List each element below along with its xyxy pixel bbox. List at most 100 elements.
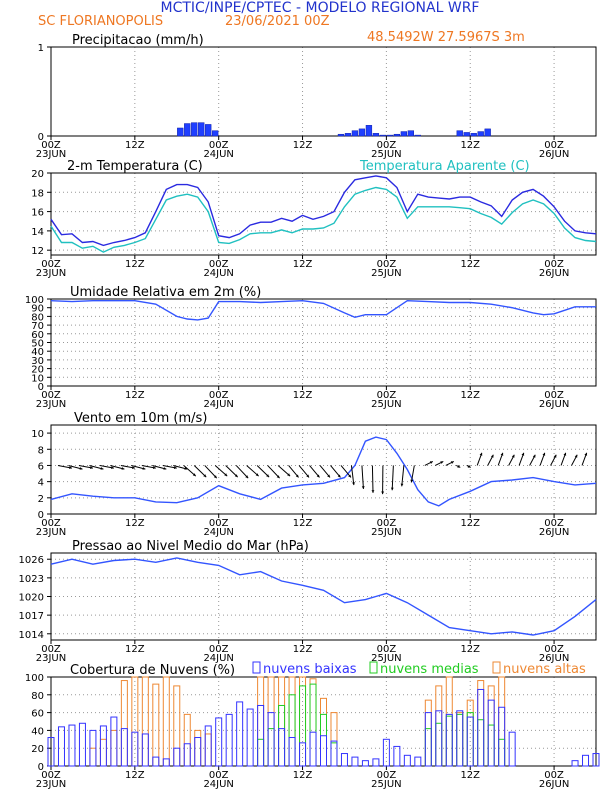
wind-vector-head	[542, 452, 546, 456]
low-cloud-bar	[236, 701, 244, 767]
y-tick-label: 80	[31, 691, 44, 702]
legend-label: nuvens altas	[503, 662, 586, 677]
x-tick-label: 00Z	[209, 644, 229, 655]
low-cloud-bar	[498, 706, 506, 767]
low-cloud-bar	[382, 738, 390, 767]
apparent-temperature-line	[50, 186, 597, 253]
y-tick-label: 2	[38, 494, 44, 505]
x-date-label: 26JUN	[539, 527, 569, 538]
x-tick-label: 12Z	[125, 770, 145, 781]
high-cloud-bar	[435, 685, 443, 767]
wind-vector-head	[337, 474, 341, 478]
wind-vector-head	[521, 452, 525, 456]
legend-apparent-temperature: Temperatura Aparente (C)	[359, 159, 530, 174]
high-cloud-bar	[173, 685, 181, 767]
x-tick-label: 12Z	[460, 770, 480, 781]
plot-frame	[50, 172, 597, 256]
x-tick-label: 12Z	[293, 390, 313, 401]
precip-bar	[337, 133, 345, 137]
x-date-label: 25JUN	[371, 149, 401, 160]
y-tick-label: 30	[31, 356, 44, 367]
panel-title: Umidade Relativa em 2m (%)	[70, 285, 261, 300]
high-cloud-bar	[498, 676, 506, 767]
x-tick-label: 00Z	[209, 259, 229, 270]
high-cloud-bar	[183, 713, 191, 767]
precip-bar	[386, 134, 394, 137]
coordinates: 48.5492W 27.5967S 3m	[367, 30, 525, 45]
wind-vector	[298, 465, 310, 478]
x-tick-label: 00Z	[41, 140, 61, 151]
x-date-label: 23JUN	[36, 779, 66, 790]
low-cloud-bar	[320, 735, 327, 767]
high-cloud-bar	[120, 680, 128, 767]
precip-bar	[358, 128, 366, 137]
wind-vector-head	[574, 454, 578, 458]
precip-bar	[177, 127, 184, 137]
precip-bar	[351, 130, 359, 137]
x-tick-label: 00Z	[377, 770, 397, 781]
mid-cloud-bar	[456, 713, 464, 767]
low-cloud-bar	[340, 753, 348, 767]
wind-vector-head	[429, 461, 433, 464]
wind-vector-head	[327, 474, 330, 478]
mid-cloud-bar	[445, 715, 453, 767]
x-tick-label: 12Z	[293, 518, 313, 529]
y-tick-label: 0	[38, 382, 44, 393]
x-date-label: 25JUN	[371, 268, 401, 279]
low-cloud-bar	[68, 724, 76, 767]
high-cloud-bar	[204, 733, 212, 767]
precip-bar	[407, 130, 414, 137]
high-cloud-bar	[309, 678, 317, 767]
wind-vector-head	[450, 461, 454, 464]
x-date-label: 25JUN	[371, 527, 401, 538]
wind-vector	[401, 465, 405, 487]
wind-vector-head	[173, 466, 177, 469]
wind-vector-head	[142, 467, 146, 470]
wind-vector	[267, 465, 280, 479]
high-cloud-bar	[330, 712, 338, 767]
low-cloud-bar	[414, 756, 422, 767]
x-tick-label: 12Z	[293, 140, 313, 151]
precip-bar	[205, 124, 212, 137]
wind-vector-head	[192, 473, 196, 477]
low-cloud-bar	[508, 731, 516, 767]
wind-vector-head	[213, 475, 217, 479]
high-cloud-bar	[99, 738, 107, 767]
precip-bar	[191, 122, 198, 137]
y-tick-label: 0	[38, 762, 44, 773]
x-tick-label: 00Z	[377, 259, 397, 270]
low-cloud-bar	[131, 731, 139, 767]
high-cloud-bar	[445, 676, 453, 767]
mid-cloud-bar	[424, 728, 432, 767]
panel-title: 2-m Temperatura (C)	[67, 159, 203, 174]
y-tick-label: 1	[38, 43, 44, 54]
low-cloud-bar	[215, 717, 223, 767]
wind-vector-head	[153, 466, 156, 469]
wind-vector-head	[381, 491, 385, 495]
low-cloud-bar	[445, 713, 453, 767]
y-tick-label: 10	[31, 429, 44, 440]
low-cloud-bar	[173, 747, 181, 767]
x-date-label: 23JUN	[36, 653, 66, 664]
x-tick-label: 12Z	[293, 259, 313, 270]
y-tick-label: 1026	[19, 555, 44, 566]
wind-vector-head	[500, 452, 504, 456]
low-cloud-bar	[110, 716, 118, 767]
x-date-label: 24JUN	[203, 653, 233, 664]
location: SC FLORIANOPOLIS	[38, 14, 163, 29]
wind-vector-head	[371, 490, 375, 493]
wind-vector-head	[266, 474, 270, 478]
run-date: 23/06/2021 00Z	[225, 14, 330, 29]
x-tick-label: 12Z	[460, 390, 480, 401]
high-cloud-bar	[487, 685, 495, 767]
high-cloud-bar	[89, 747, 97, 767]
y-tick-label: 70	[31, 321, 44, 332]
mid-cloud-bar	[477, 719, 485, 767]
temperature-line	[50, 175, 597, 247]
x-tick-label: 00Z	[544, 518, 564, 529]
high-cloud-bar	[288, 676, 296, 767]
x-date-label: 26JUN	[539, 653, 569, 664]
x-date-label: 25JUN	[371, 653, 401, 664]
precip-bar	[198, 122, 205, 137]
wind-vector-head	[440, 461, 444, 464]
